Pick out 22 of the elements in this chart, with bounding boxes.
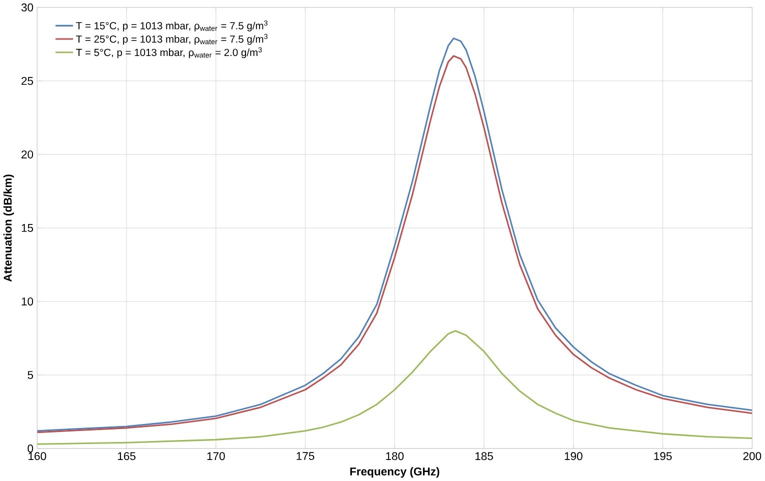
y-tick-label: 20 [22, 150, 34, 158]
x-tick-label: 180 [386, 452, 404, 460]
legend-label: T = 15°C, p = 1013 mbar, ρ$_{water}$ = 7.5 g/m$^{3}$ [76, 20, 268, 32]
x-tick-label: 160 [28, 452, 46, 460]
y-tick-label: 25 [22, 76, 34, 85]
x-tick-label: 170 [207, 452, 225, 460]
legend-label: T = 25°C, p = 1013 mbar, ρ$_{water}$ = 7.5 g/m$^{3}$ [76, 34, 268, 45]
x-tick-label: 175 [296, 452, 314, 460]
x-tick-label: 200 [743, 452, 762, 460]
y-tick-label: 10 [22, 297, 34, 306]
x-tick-label: 190 [564, 452, 582, 460]
line-series [37, 330, 752, 445]
y-tick-label: 30 [21, 3, 34, 12]
x-tick-label: 165 [118, 452, 136, 460]
y-tick-label: 0 [28, 444, 34, 452]
x-tick-label: 185 [475, 452, 493, 460]
legend-label: T = 5°C, p = 1013 mbar, ρ$_{water}$ = 2.0 g/m$^{3}$ [76, 47, 262, 58]
y-tick-label: 15 [22, 224, 34, 232]
y-axis-title: Attenuation (dB/km) [3, 174, 14, 282]
x-tick-label: 195 [654, 452, 672, 460]
y-tick-label: 5 [28, 371, 34, 379]
x-axis-title: Frequency (GHz) [350, 467, 440, 478]
